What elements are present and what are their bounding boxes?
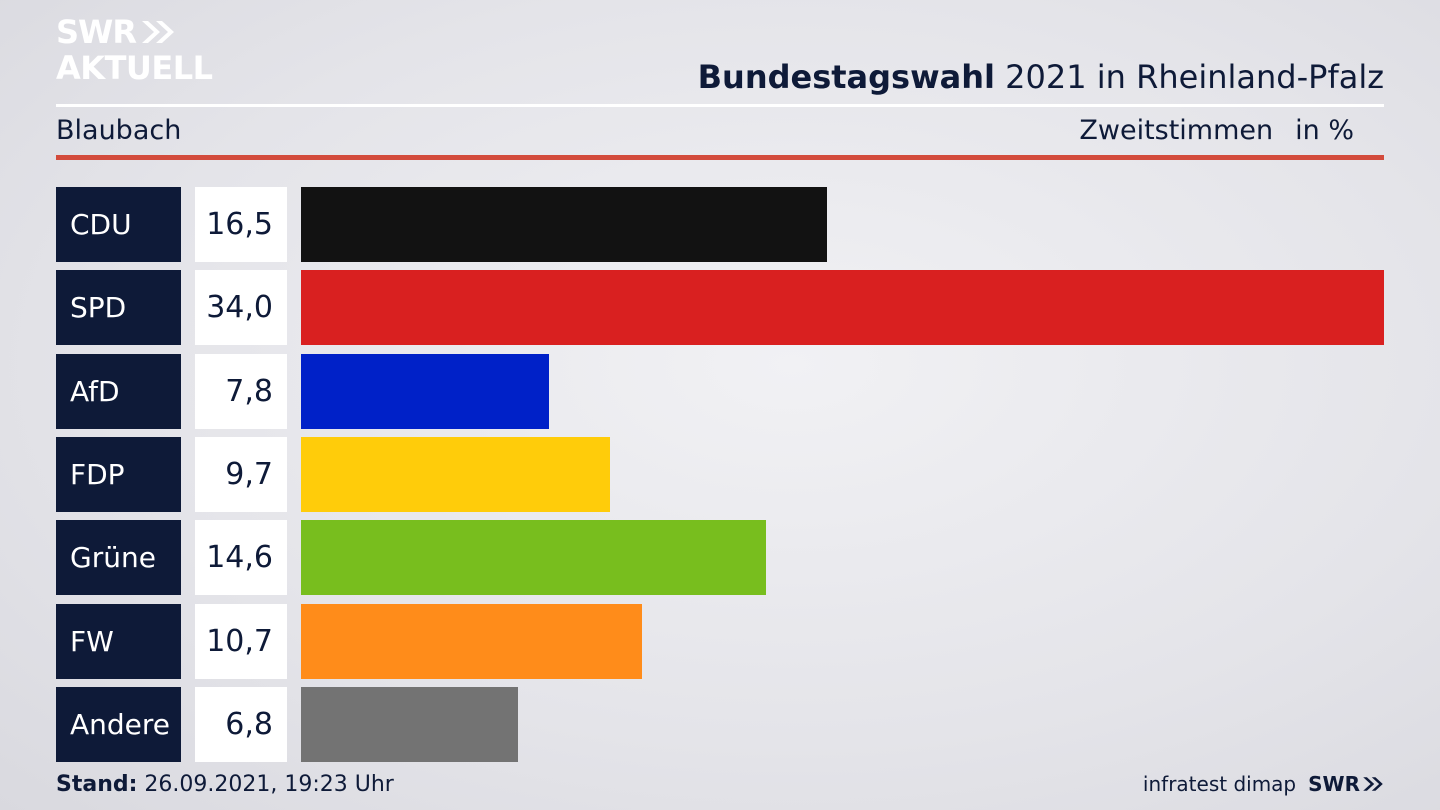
double-chevron-icon — [1363, 777, 1383, 791]
party-label: SPD — [56, 270, 181, 346]
value-label: 9,7 — [195, 436, 287, 512]
footer-credits: infratest dimap SWR — [1143, 772, 1384, 796]
bar-row: FW 10,7 — [56, 603, 1384, 679]
bar — [301, 187, 827, 262]
party-label: FW — [56, 603, 181, 679]
bar-row: SPD 34,0 — [56, 270, 1384, 346]
title-rest: 2021 in Rheinland-Pfalz — [995, 58, 1384, 96]
header-divider — [56, 104, 1384, 107]
value-label: 6,8 — [195, 686, 287, 762]
bar — [301, 603, 642, 679]
measure-label: Zweitstimmen in % — [1079, 115, 1354, 146]
bar — [301, 436, 610, 512]
bar — [301, 520, 767, 596]
value-label: 7,8 — [195, 353, 287, 429]
stand-label: Stand: — [56, 772, 138, 797]
footer-logo-text: SWR — [1308, 772, 1360, 796]
bar — [301, 353, 550, 429]
double-chevron-icon — [141, 21, 174, 43]
value-label: 10,7 — [195, 603, 287, 679]
subheader-divider — [56, 155, 1384, 160]
value-label: 34,0 — [195, 270, 287, 346]
party-label: CDU — [56, 187, 181, 262]
unit-label: in % — [1295, 115, 1354, 146]
party-label: Grüne — [56, 520, 181, 596]
value-label: 16,5 — [195, 187, 287, 262]
bar-row: CDU 16,5 — [56, 187, 1384, 262]
swr-aktuell-logo: SWR AKTUELL — [56, 16, 213, 84]
title-bold: Bundestagswahl — [697, 58, 995, 96]
party-label: FDP — [56, 436, 181, 512]
source-label: infratest dimap — [1142, 772, 1297, 796]
chart-title: Bundestagswahl 2021 in Rheinland-Pfalz — [698, 58, 1384, 96]
stand-value: 26.09.2021, 19:23 Uhr — [137, 772, 394, 797]
bar — [301, 686, 518, 762]
party-label: AfD — [56, 353, 181, 429]
footer-swr-logo: SWR — [1308, 772, 1384, 796]
party-label: Andere — [56, 686, 181, 762]
region-label: Blaubach — [56, 115, 182, 146]
value-label: 14,6 — [195, 520, 287, 596]
bar-row: AfD 7,8 — [56, 353, 1384, 429]
measure-name: Zweitstimmen — [1079, 115, 1274, 146]
bar-row: Grüne 14,6 — [56, 520, 1384, 596]
logo-line1: SWR — [56, 13, 137, 51]
bar-row: Andere 6,8 — [56, 686, 1384, 762]
bar — [301, 270, 1384, 346]
logo-line2: AKTUELL — [56, 49, 213, 87]
timestamp: Stand: 26.09.2021, 19:23 Uhr — [56, 772, 394, 797]
bar-row: FDP 9,7 — [56, 436, 1384, 512]
